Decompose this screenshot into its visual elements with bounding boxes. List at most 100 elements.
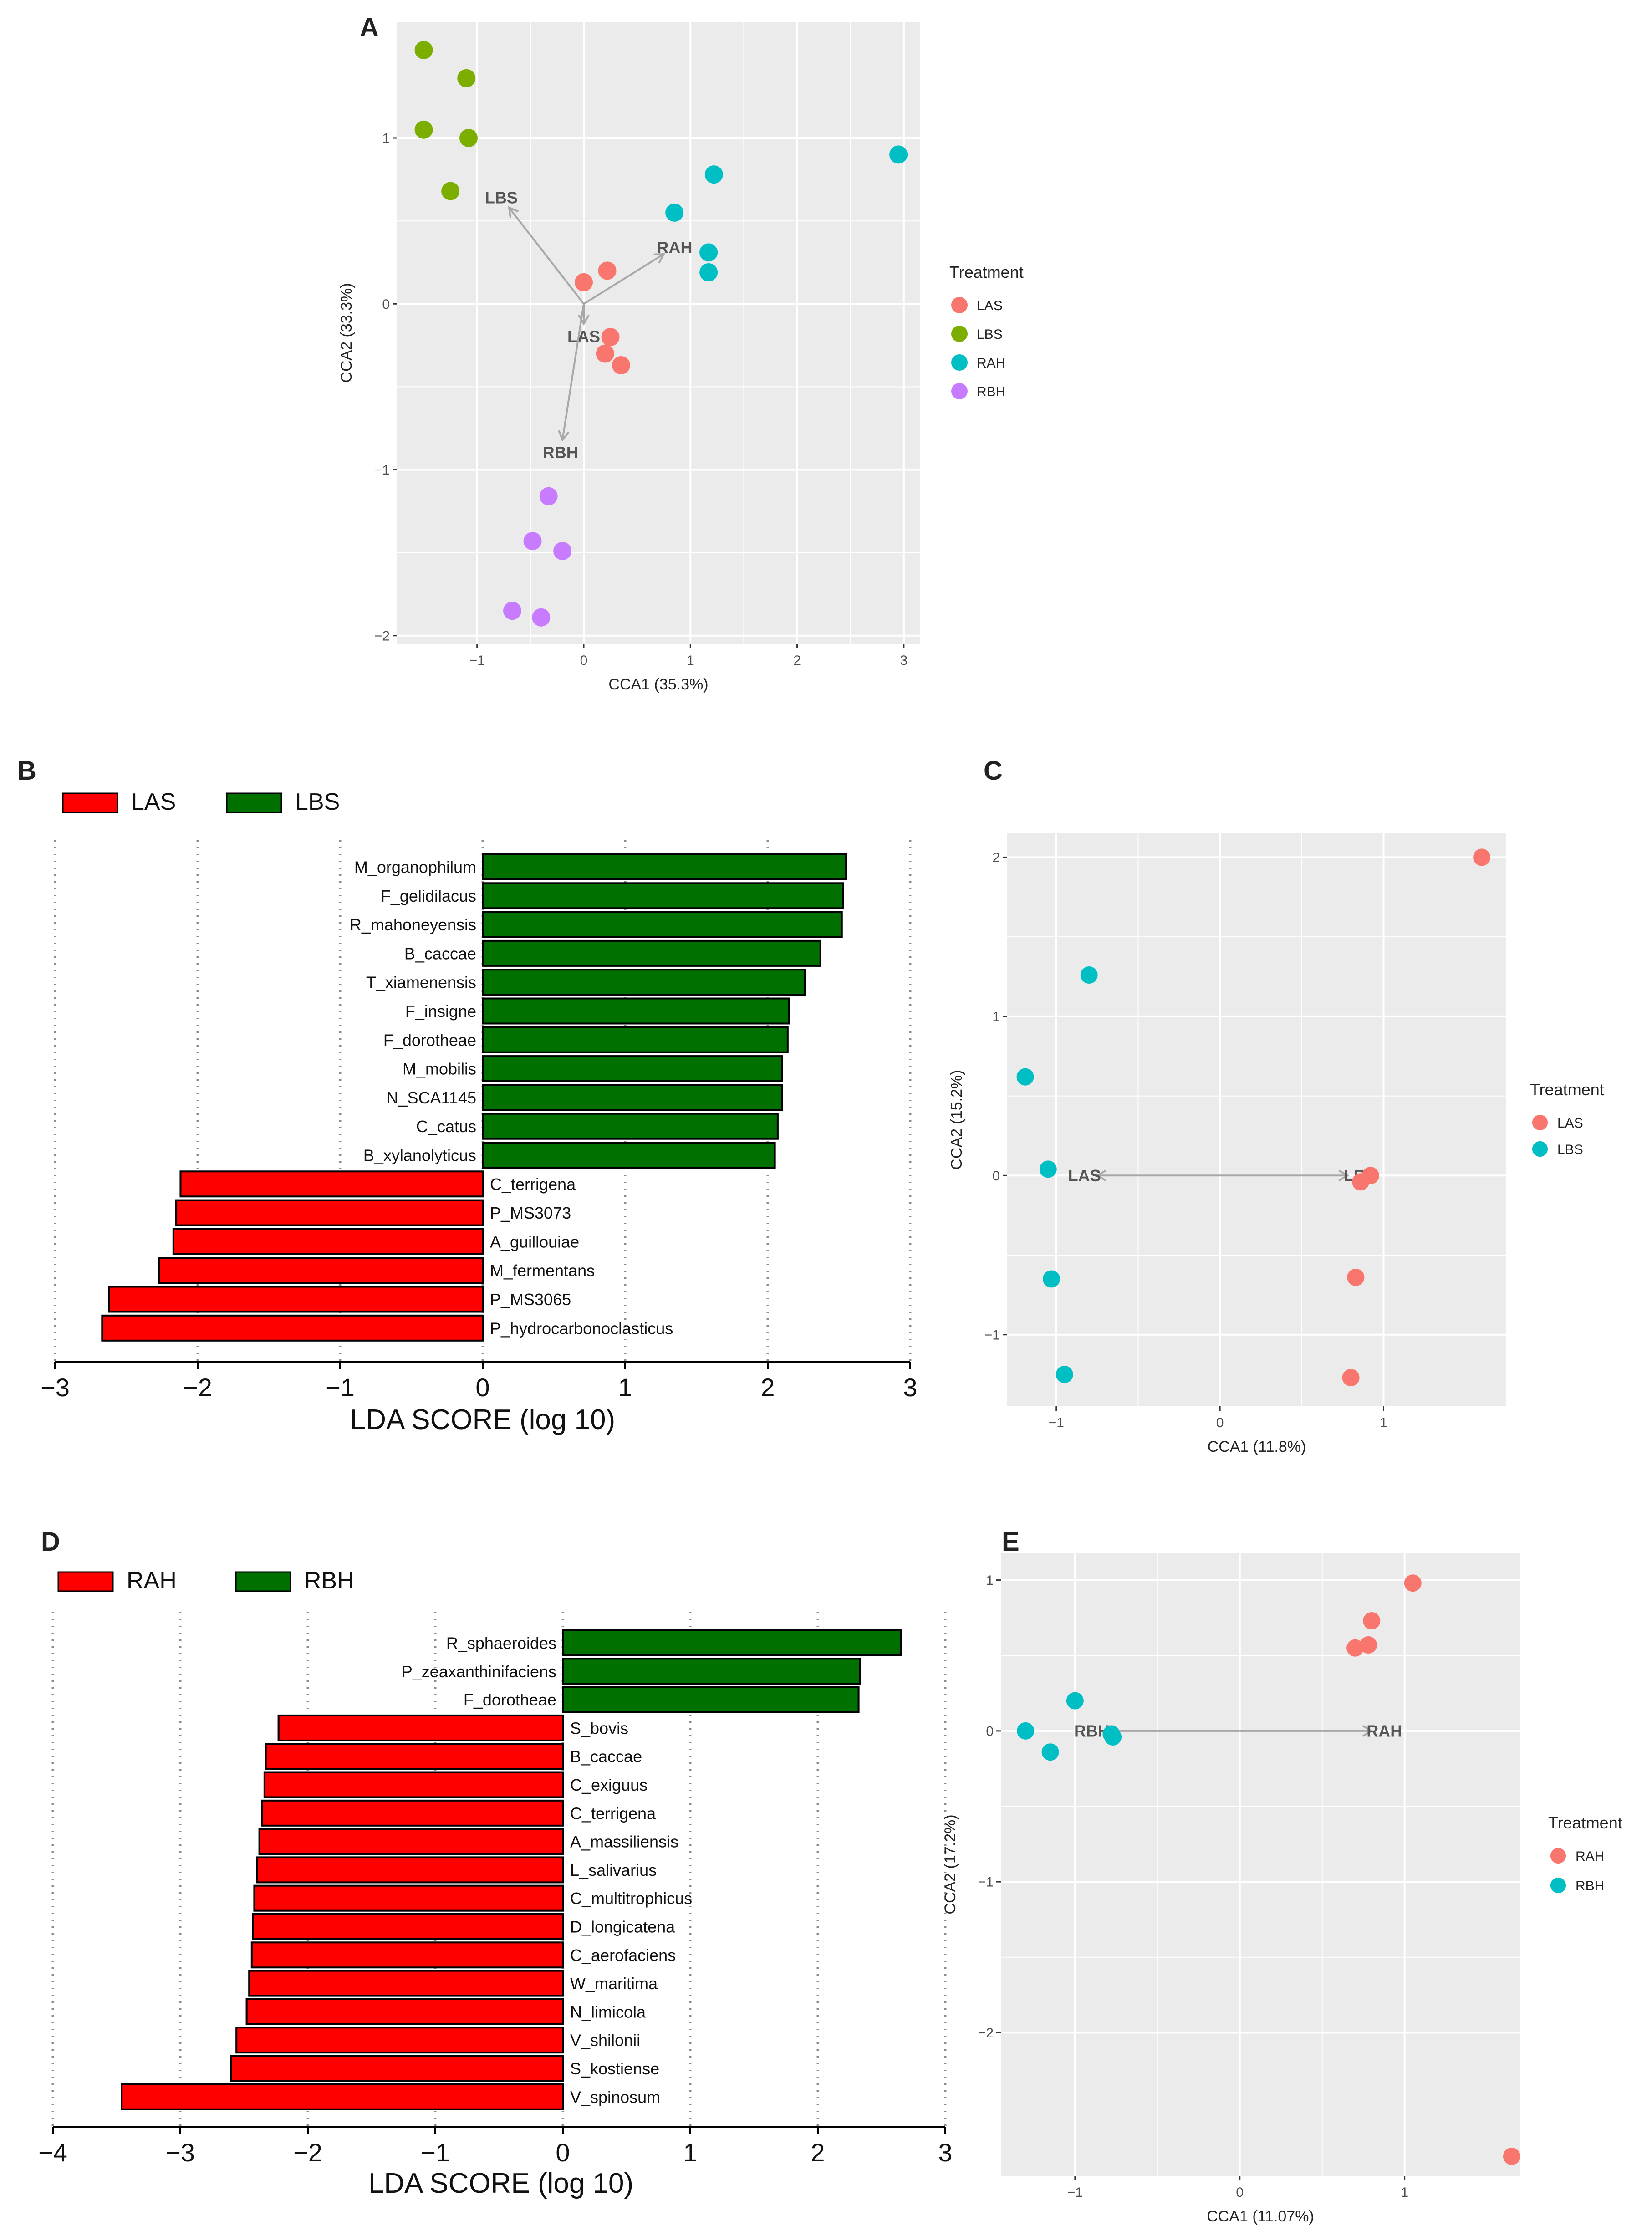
bar [248, 1970, 564, 1997]
bar-label: P_hydrocarbonoclasticus [490, 1319, 673, 1338]
data-point-las [598, 261, 617, 280]
biplot-arrowhead [578, 314, 590, 326]
bar-label: C_exiguus [570, 1776, 648, 1794]
arrow-label: LBS [485, 188, 518, 207]
bar-label: F_insigne [405, 1002, 476, 1021]
biplot-arrowhead [653, 253, 666, 264]
x-tick-label: 1 [683, 2138, 697, 2167]
bar-label: V_shilonii [570, 2031, 640, 2050]
legend-key [951, 383, 968, 399]
data-point-rbh [539, 487, 558, 505]
bar-label: A_guillouiae [490, 1232, 579, 1251]
biplot-arrow [561, 303, 585, 440]
bar [121, 2083, 564, 2110]
data-point-lbs [441, 182, 460, 200]
legend-label: RAH [1576, 1849, 1604, 1864]
data-point-lbs [457, 69, 476, 87]
bar [482, 1113, 779, 1140]
data-point-lbs [414, 120, 433, 139]
data-point-rbh [1104, 1728, 1122, 1746]
bar-label: R_sphaeroides [446, 1634, 556, 1652]
bar [562, 1686, 860, 1713]
x-tick-label: −1 [1067, 2185, 1083, 2200]
x-tick-label: 0 [556, 2138, 570, 2167]
bar-label: B_caccae [570, 1747, 642, 1766]
biplot-arrowhead [508, 206, 519, 218]
plot-background [1007, 833, 1506, 1406]
bar-label: M_fermentans [490, 1261, 595, 1280]
legend-key [62, 792, 118, 813]
bar-label: C_multitrophicus [570, 1889, 692, 1908]
legend-title: Treatment [949, 263, 1024, 281]
bar [108, 1286, 484, 1313]
x-tick-label: 1 [1401, 2185, 1408, 2200]
data-point-rbh [1017, 1722, 1035, 1740]
panel-label: C [984, 756, 1003, 786]
bar [158, 1257, 484, 1284]
panel-e: −1 0 1 −2 −1 0 1 CCA1 (11.07%) CCA2 (17.2%) RBH RA… [942, 1553, 1622, 2225]
y-tick-label: −2 [374, 628, 390, 643]
bar [250, 1941, 564, 1969]
x-axis-title: CCA1 (11.07%) [1207, 2208, 1314, 2225]
data-point-las [1342, 1369, 1360, 1387]
legend-label: LBS [1557, 1142, 1583, 1157]
bar [562, 1629, 902, 1656]
y-tick-label: −1 [978, 1875, 994, 1890]
legend-label: LAS [131, 789, 176, 815]
plot-background [1001, 1553, 1520, 2176]
y-tick-label: −1 [374, 463, 390, 478]
legend-key [1532, 1141, 1548, 1157]
panel-c: −1 0 1 −1 0 1 2 CCA1 (11.8%) CCA2 (15.2%) LAS LBS T… [948, 833, 1604, 1455]
x-tick-label: −2 [183, 1373, 212, 1402]
x-tick-label: −2 [293, 2138, 322, 2167]
data-point-las [1347, 1268, 1365, 1286]
bar-label: B_xylanolyticus [363, 1146, 476, 1164]
bar-label: C_terrigena [570, 1804, 656, 1823]
x-axis-title: CCA1 (35.3%) [608, 676, 708, 693]
bar [252, 1913, 564, 1940]
data-point-rah [665, 203, 684, 222]
bar [482, 853, 847, 880]
bar-label: W_maritima [570, 1974, 658, 1993]
x-tick-label: −1 [1049, 1415, 1064, 1430]
bar-label: L_salivarius [570, 1861, 657, 1879]
bar [277, 1714, 564, 1741]
legend-label: LAS [1557, 1116, 1583, 1131]
bar [263, 1771, 564, 1798]
bar-label: A_massiliensis [570, 1833, 678, 1851]
y-tick-label: −2 [978, 2026, 994, 2041]
data-point-lbs [1080, 966, 1098, 984]
data-point-las [575, 273, 593, 291]
y-tick-label: 1 [986, 1573, 994, 1588]
y-tick-label: 0 [992, 1169, 1000, 1184]
arrow-label: RAH [657, 238, 692, 257]
x-tick-label: 1 [687, 653, 694, 668]
data-point-lbs [1043, 1270, 1061, 1288]
data-point-rah [699, 263, 718, 282]
panel-label: E [1002, 1527, 1020, 1557]
y-tick-label: −1 [984, 1327, 1000, 1343]
data-point-rah [889, 145, 908, 164]
data-point-lbs [459, 128, 478, 147]
bar-label: F_gelidilacus [381, 887, 476, 905]
x-tick-label: 0 [475, 1373, 489, 1402]
data-point-lbs [1039, 1160, 1057, 1178]
bar [482, 939, 821, 967]
bar [245, 1998, 564, 2025]
bar-label: M_organophilum [354, 858, 476, 876]
bar [230, 2055, 564, 2082]
data-point-rah [1404, 1574, 1422, 1592]
x-axis-title: LDA SCORE (log 10) [350, 1404, 615, 1435]
bar-label: P_zeaxanthinifaciens [402, 1662, 556, 1681]
bar [562, 1658, 861, 1685]
x-tick-label: 3 [900, 653, 908, 668]
bar-label: D_longicatena [570, 1917, 675, 1936]
bar-label: R_mahoneyensis [350, 915, 476, 934]
bar [101, 1314, 484, 1342]
data-point-lbs [414, 41, 433, 59]
data-point-rah [1346, 1639, 1364, 1657]
data-point-las [1352, 1173, 1370, 1191]
legend-key [1550, 1848, 1566, 1864]
x-tick-label: −4 [38, 2138, 67, 2167]
x-tick-label: −3 [166, 2138, 195, 2167]
